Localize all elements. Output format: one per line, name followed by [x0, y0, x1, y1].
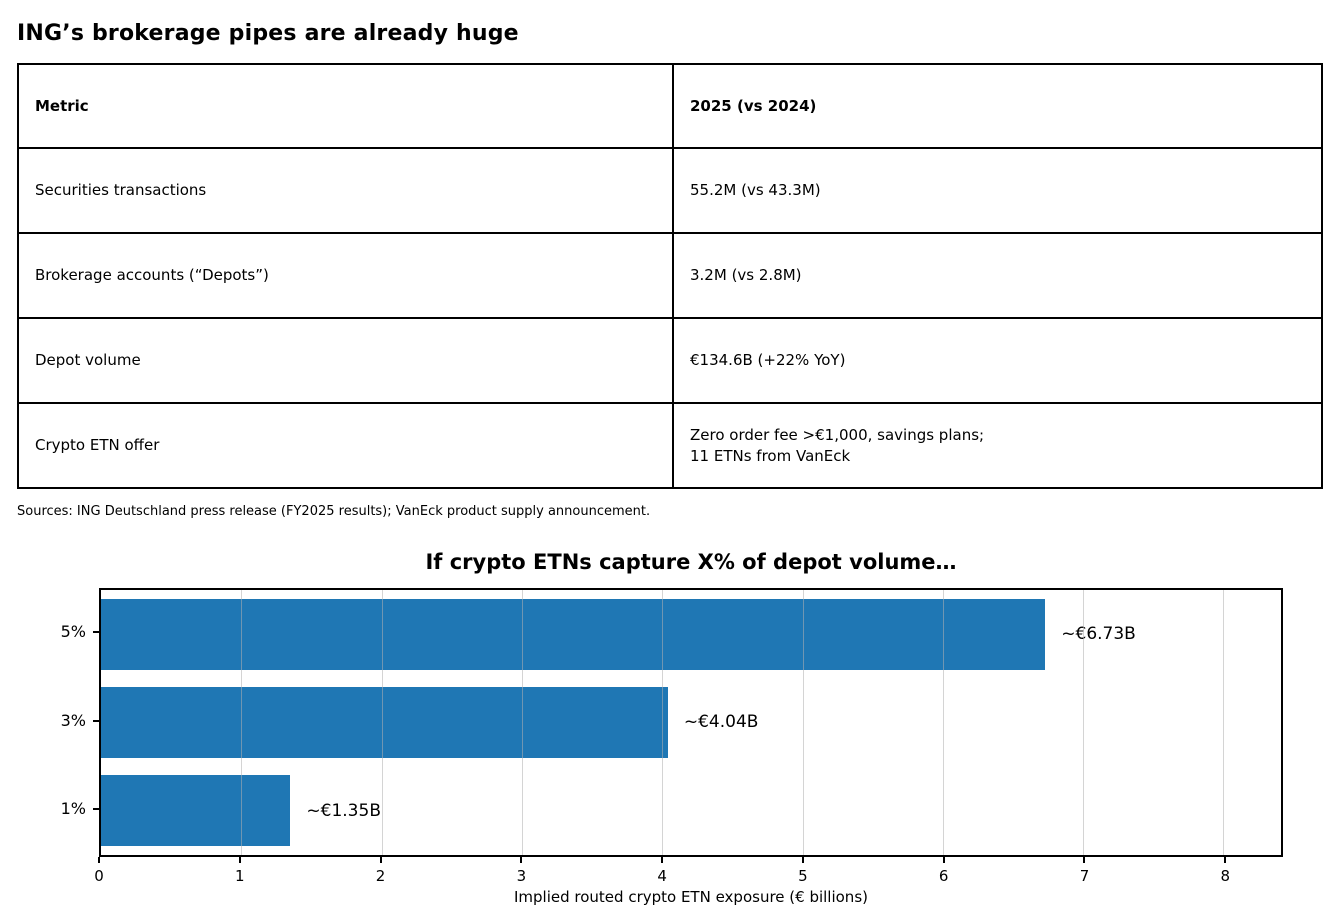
row-value: 55.2M (vs 43.3M) [672, 147, 1323, 234]
y-tick-mark [93, 719, 99, 722]
table-row-crypto-etn-offer: Crypto ETN offer Zero order fee >€1,000,… [17, 402, 1323, 489]
x-tick-mark [661, 857, 664, 863]
table-row-depot-volume: Depot volume €134.6B (+22% YoY) [17, 317, 1323, 404]
metrics-table: Metric 2025 (vs 2024) Securities transac… [17, 63, 1323, 489]
table-header-row: Metric 2025 (vs 2024) [17, 63, 1323, 149]
table-row-securities-transactions: Securities transactions 55.2M (vs 43.3M) [17, 147, 1323, 234]
x-tick-label: 0 [94, 867, 104, 885]
gridline [802, 590, 804, 855]
column-header-metric: Metric [17, 63, 674, 149]
bar-value-label: ~€4.04B [683, 712, 759, 733]
x-tick-label: 8 [1220, 867, 1231, 885]
y-tick-mark [93, 631, 99, 634]
row-value: €134.6B (+22% YoY) [672, 317, 1323, 404]
bar-5% [101, 598, 1046, 670]
x-tick-mark [520, 857, 523, 863]
column-header-2025: 2025 (vs 2024) [672, 63, 1323, 149]
y-tick-mark [93, 807, 99, 810]
x-tick-mark [379, 857, 382, 863]
bar-row: ~€6.73B [101, 590, 1281, 678]
source-note: Sources: ING Deutschland press release (… [17, 504, 651, 519]
x-tick-label: 6 [938, 867, 949, 885]
bar-row: ~€1.35B [101, 767, 1281, 855]
page-title: ING’s brokerage pipes are already huge [17, 21, 519, 46]
x-tick-label: 7 [1079, 867, 1090, 885]
x-tick-label: 2 [375, 867, 386, 885]
x-tick-mark [942, 857, 945, 863]
chart-title: If crypto ETNs capture X% of depot volum… [425, 550, 957, 574]
gridline [942, 590, 944, 855]
gridline [662, 590, 664, 855]
y-tick-label: 3% [60, 710, 86, 730]
gridline [1083, 590, 1085, 855]
bar-1% [101, 775, 291, 847]
gridline [1223, 590, 1225, 855]
bar-row: ~€4.04B [101, 678, 1281, 766]
gridline [381, 590, 383, 855]
x-tick-label: 5 [798, 867, 808, 885]
x-tick-mark [1083, 857, 1086, 863]
x-tick-label: 4 [657, 867, 667, 885]
gridline [241, 590, 243, 855]
row-label: Depot volume [17, 317, 674, 404]
row-value: Zero order fee >€1,000, savings plans; 1… [672, 402, 1323, 489]
y-tick-label: 5% [60, 622, 86, 642]
bar-series: ~€6.73B ~€4.04B ~€1.35B [101, 590, 1281, 855]
x-axis-label: Implied routed crypto ETN exposure (€ bi… [513, 888, 868, 906]
gridline [521, 590, 523, 855]
plot-area: ~€6.73B ~€4.04B ~€1.35B [99, 588, 1283, 857]
x-axis: 0 1 2 3 4 5 6 7 8 [94, 857, 1283, 897]
table-row-brokerage-accounts: Brokerage accounts (“Depots”) 3.2M (vs 2… [17, 232, 1323, 319]
row-label: Securities transactions [17, 147, 674, 234]
bar-value-label: ~€6.73B [1061, 624, 1136, 645]
row-label: Brokerage accounts (“Depots”) [17, 232, 674, 319]
x-tick-label: 1 [235, 867, 245, 885]
x-tick-mark [238, 857, 241, 863]
row-value: 3.2M (vs 2.8M) [672, 232, 1323, 319]
bar-3% [101, 686, 668, 758]
x-tick-mark [801, 857, 804, 863]
row-label: Crypto ETN offer [17, 402, 674, 489]
x-tick-mark [98, 857, 100, 863]
y-axis: 5% 3% 1% [0, 588, 99, 857]
x-tick-label: 3 [516, 867, 527, 885]
y-tick-label: 1% [60, 798, 86, 818]
x-tick-mark [1224, 857, 1227, 863]
bar-value-label: ~€1.35B [306, 800, 381, 821]
